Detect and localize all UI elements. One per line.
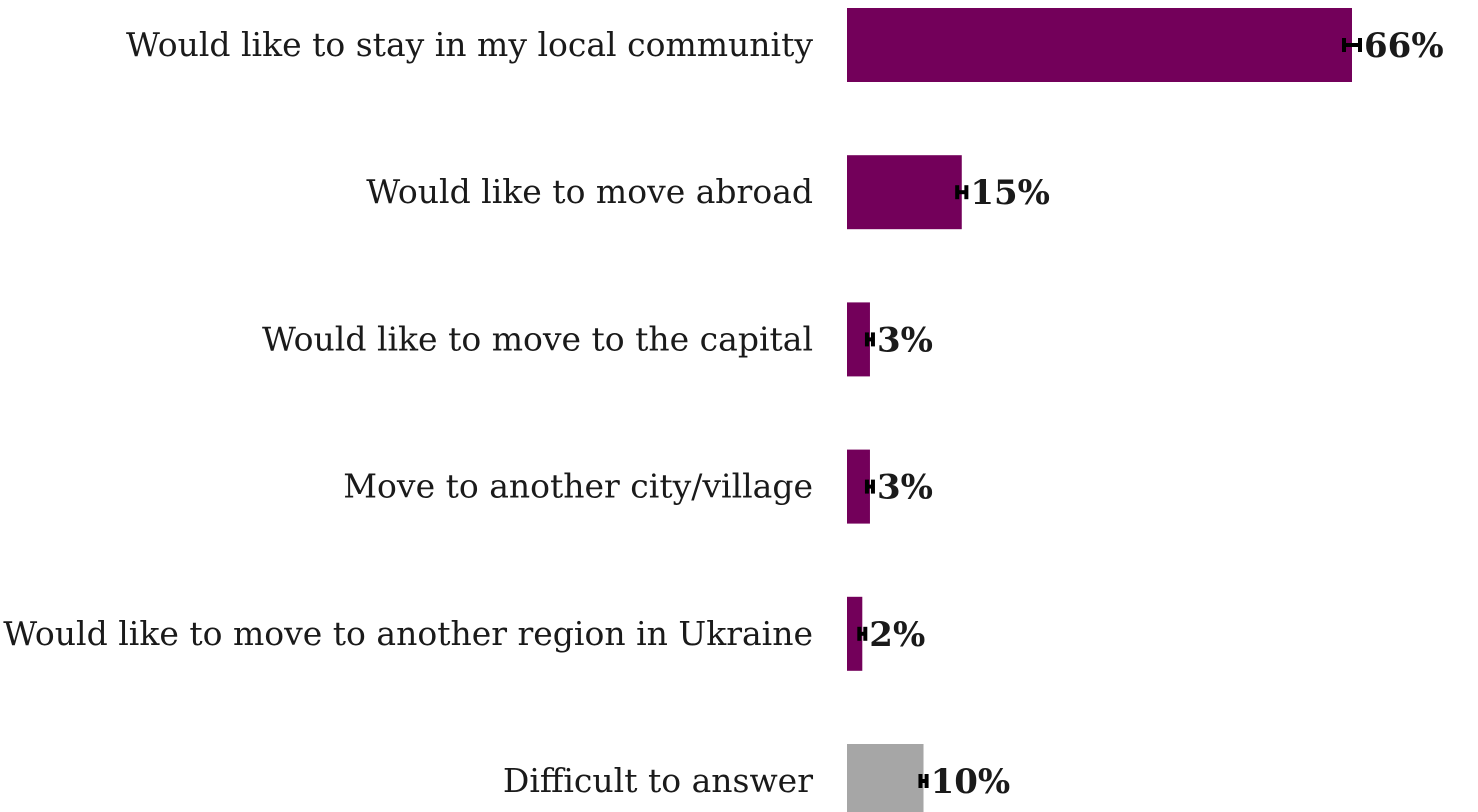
value-label: 3% (877, 320, 933, 360)
bar-row: Would like to move abroad 15% (366, 155, 1050, 230)
category-label: Would like to move to another region in … (3, 614, 813, 653)
error-bar (918, 774, 929, 788)
value-label: 3% (877, 468, 933, 508)
bar-row: Difficult to answer 10% (503, 744, 1010, 812)
value-label: 10% (931, 762, 1011, 802)
category-label: Would like to stay in my local community (126, 25, 813, 64)
bar (847, 302, 870, 377)
category-label: Move to another city/village (343, 467, 813, 506)
category-label: Would like to move to the capital (262, 319, 813, 358)
error-bar (864, 479, 875, 494)
error-bar (1342, 38, 1362, 52)
bar-row: Would like to move to the capital 3% (262, 302, 933, 377)
bar (847, 8, 1352, 82)
bar (847, 449, 870, 524)
bar (847, 155, 962, 230)
error-bar (857, 626, 868, 641)
error-bar (864, 332, 875, 347)
bar-row: Would like to move to another region in … (3, 596, 925, 671)
bar-row: Move to another city/village 3% (343, 449, 933, 524)
value-label: 15% (970, 173, 1050, 213)
bar-row: Would like to stay in my local community… (126, 8, 1444, 82)
category-label: Difficult to answer (503, 761, 813, 800)
bar (847, 596, 863, 671)
bar (847, 744, 924, 812)
value-label: 66% (1364, 26, 1444, 66)
value-label: 2% (869, 615, 925, 655)
category-label: Would like to move abroad (366, 172, 813, 211)
error-bar (955, 185, 969, 200)
